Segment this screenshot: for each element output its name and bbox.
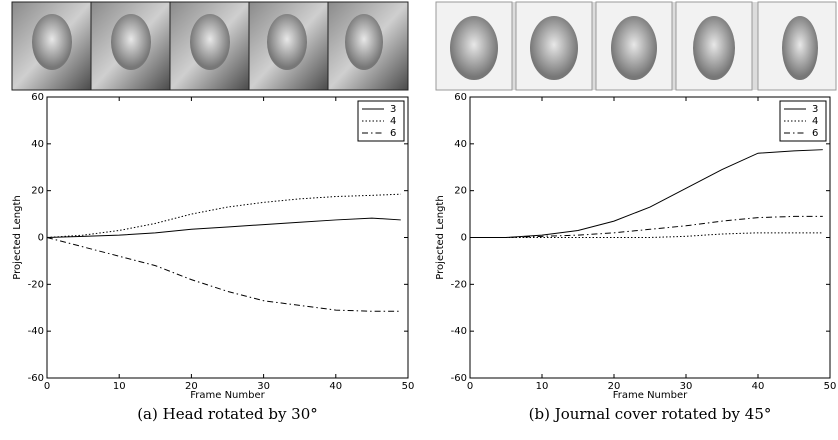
x-tick-label: 10 xyxy=(113,381,126,392)
y-tick-label: -40 xyxy=(28,326,44,337)
image-strip-b xyxy=(435,1,837,91)
y-tick-label: 20 xyxy=(31,186,44,197)
x-axis-label: Frame Number xyxy=(613,390,688,401)
legend-label: 6 xyxy=(390,128,396,139)
x-tick-label: 30 xyxy=(257,381,270,392)
y-tick-label: -60 xyxy=(451,373,467,384)
x-tick-label: 40 xyxy=(752,381,765,392)
x-tick-label: 50 xyxy=(824,381,837,392)
y-tick-label: 20 xyxy=(454,186,467,197)
legend-label: 4 xyxy=(390,116,396,127)
series-line xyxy=(470,149,823,238)
series-line xyxy=(46,193,401,238)
caption: (b) Journal cover rotated by 45° xyxy=(529,405,772,423)
legend-label: 3 xyxy=(390,104,396,115)
x-tick-label: 20 xyxy=(185,381,198,392)
y-tick-label: -40 xyxy=(451,326,467,337)
y-tick-label: -20 xyxy=(451,279,467,290)
plot-frame xyxy=(46,96,409,379)
legend-label: 6 xyxy=(812,128,818,139)
y-tick-label: 60 xyxy=(454,92,467,103)
x-tick-label: 0 xyxy=(467,381,473,392)
y-tick-label: 0 xyxy=(461,233,467,244)
series-line xyxy=(46,237,401,312)
y-tick-label: 60 xyxy=(31,92,44,103)
y-tick-label: 40 xyxy=(31,139,44,150)
x-tick-label: 40 xyxy=(329,381,342,392)
series-line xyxy=(470,215,823,238)
y-tick-label: 40 xyxy=(454,139,467,150)
x-tick-label: 30 xyxy=(680,381,693,392)
y-axis-label: Projected Length xyxy=(12,195,23,279)
x-axis-label: Frame Number xyxy=(190,390,265,401)
image-strip-a xyxy=(11,1,409,91)
y-tick-label: -20 xyxy=(28,279,44,290)
x-tick-label: 50 xyxy=(402,381,415,392)
legend-label: 3 xyxy=(812,104,818,115)
y-tick-label: -60 xyxy=(28,373,44,384)
y-axis-label: Projected Length xyxy=(435,195,446,279)
caption: (a) Head rotated by 30° xyxy=(137,405,318,423)
x-tick-label: 20 xyxy=(608,381,621,392)
legend-label: 4 xyxy=(812,116,818,127)
y-tick-label: 0 xyxy=(38,233,44,244)
x-tick-label: 0 xyxy=(44,381,50,392)
series-line xyxy=(46,217,401,238)
x-tick-label: 10 xyxy=(536,381,549,392)
series-line xyxy=(470,232,823,238)
